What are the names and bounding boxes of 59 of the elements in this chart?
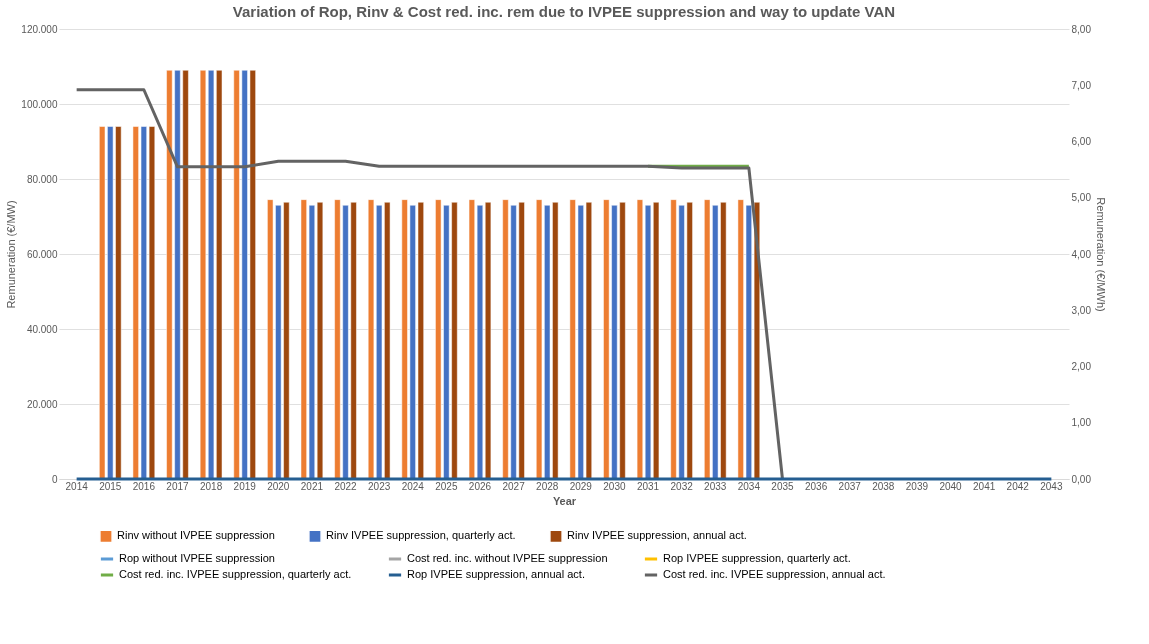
legend-label: Rinv IVPEE suppression, quarterly act. — [326, 529, 516, 542]
y2-tick-label: 3,00 — [1071, 304, 1092, 316]
y2-tick-label: 6,00 — [1071, 136, 1092, 147]
y-tick-label: 40.000 — [26, 323, 58, 335]
x-axis-title: Year — [552, 494, 577, 507]
y2-tick-label: 2,00 — [1071, 361, 1092, 372]
legend-label: Rinv IVPEE suppression, annual act. — [567, 529, 747, 542]
x-tick-label: 2034 — [737, 480, 761, 492]
x-tick-label: 2033 — [704, 480, 727, 492]
y-tick-label: 0 — [51, 473, 58, 485]
x-tick-label: 2016 — [132, 480, 156, 492]
x-tick-label: 2036 — [804, 480, 828, 492]
chart-title: Variation of Rop, Rinv & Cost red. inc. rem due to IVPEE suppression and way to update VAN — [232, 3, 896, 20]
x-tick-label: 2027 — [502, 480, 526, 492]
y2-tick-label: 5,00 — [1071, 192, 1092, 204]
x-tick-label: 2043 — [1040, 480, 1063, 492]
x-tick-label: 2037 — [838, 480, 862, 492]
x-tick-label: 2024 — [401, 480, 425, 492]
y-tick-label: 120.000 — [21, 23, 58, 35]
x-tick-label: 2035 — [771, 480, 795, 492]
y2-tick-label: 7,00 — [1071, 79, 1092, 91]
x-tick-label: 2038 — [872, 480, 895, 492]
x-tick-label: 2039 — [905, 480, 929, 492]
x-tick-label: 2029 — [569, 480, 593, 492]
legend-label: Rinv without IVPEE suppression — [117, 529, 275, 542]
x-tick-label: 2028 — [536, 480, 559, 492]
y-tick-label: 60.000 — [26, 248, 58, 260]
y-tick-label: 20.000 — [26, 398, 58, 410]
legend-label: Rop IVPEE suppression, annual act. — [407, 568, 585, 580]
x-tick-label: 2015 — [99, 480, 122, 492]
x-tick-label: 2031 — [636, 480, 660, 492]
y2-tick-label: 4,00 — [1071, 248, 1092, 260]
x-tick-label: 2021 — [300, 480, 324, 492]
x-tick-label: 2030 — [603, 480, 626, 492]
y2-tick-label: 1,00 — [1071, 417, 1092, 429]
x-tick-label: 2020 — [267, 480, 290, 492]
x-tick-label: 2040 — [939, 480, 963, 492]
x-tick-label: 2041 — [973, 480, 996, 492]
y2-tick-label: 8,00 — [1071, 23, 1092, 35]
x-tick-label: 2032 — [670, 480, 694, 492]
y2-axis-title: Remuneration (€/MWh) — [1094, 197, 1107, 312]
x-tick-label: 2017 — [166, 480, 190, 492]
x-tick-label: 2023 — [368, 480, 391, 492]
y-tick-label: 80.000 — [26, 173, 58, 185]
x-tick-label: 2026 — [468, 480, 492, 492]
y2-tick-label: 0,00 — [1071, 473, 1092, 485]
y-axis-title: Remuneration (€/MW) — [5, 200, 18, 309]
x-tick-label: 2018 — [199, 480, 223, 492]
x-tick-label: 2022 — [334, 480, 358, 492]
x-tick-label: 2042 — [1006, 480, 1030, 492]
x-tick-label: 2014 — [65, 480, 89, 492]
legend-label: Rop without IVPEE suppression — [119, 552, 275, 564]
legend-label: Cost red. inc. IVPEE suppression, quarterly act. — [119, 568, 352, 580]
legend-label: Cost red. inc. IVPEE suppression, annual act. — [663, 568, 886, 580]
legend-label: Cost red. inc. without IVPEE suppression — [407, 552, 608, 564]
legend-label: Rop IVPEE suppression, quarterly act. — [663, 552, 851, 564]
x-tick-label: 2025 — [435, 480, 458, 492]
x-tick-label: 2019 — [233, 480, 257, 492]
y-tick-label: 100.000 — [21, 98, 58, 110]
